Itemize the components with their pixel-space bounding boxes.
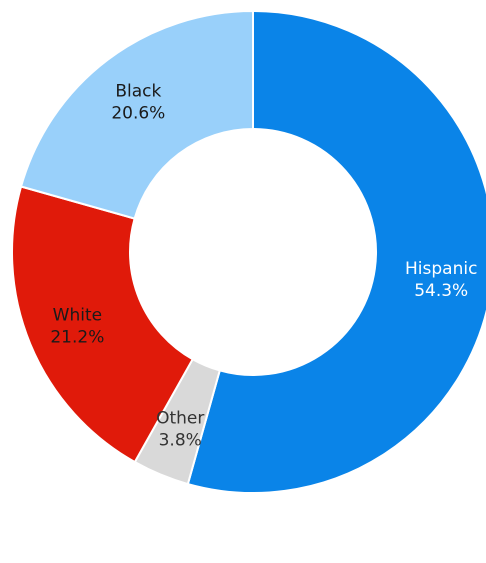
slice-black — [19, 9, 254, 220]
slice-label-hispanic: Hispanic — [405, 259, 477, 279]
slice-value-other: 3.8% — [159, 431, 202, 451]
donut-slices — [11, 9, 486, 494]
slice-hispanic — [186, 9, 486, 494]
slice-label-black: Black — [115, 81, 161, 101]
slice-label-other: Other — [156, 409, 204, 429]
slice-white — [11, 185, 195, 464]
slice-value-hispanic: 54.3% — [414, 281, 468, 301]
slice-value-black: 20.6% — [111, 103, 165, 123]
slice-value-white: 21.2% — [50, 328, 104, 348]
slice-label-white: White — [53, 306, 102, 326]
